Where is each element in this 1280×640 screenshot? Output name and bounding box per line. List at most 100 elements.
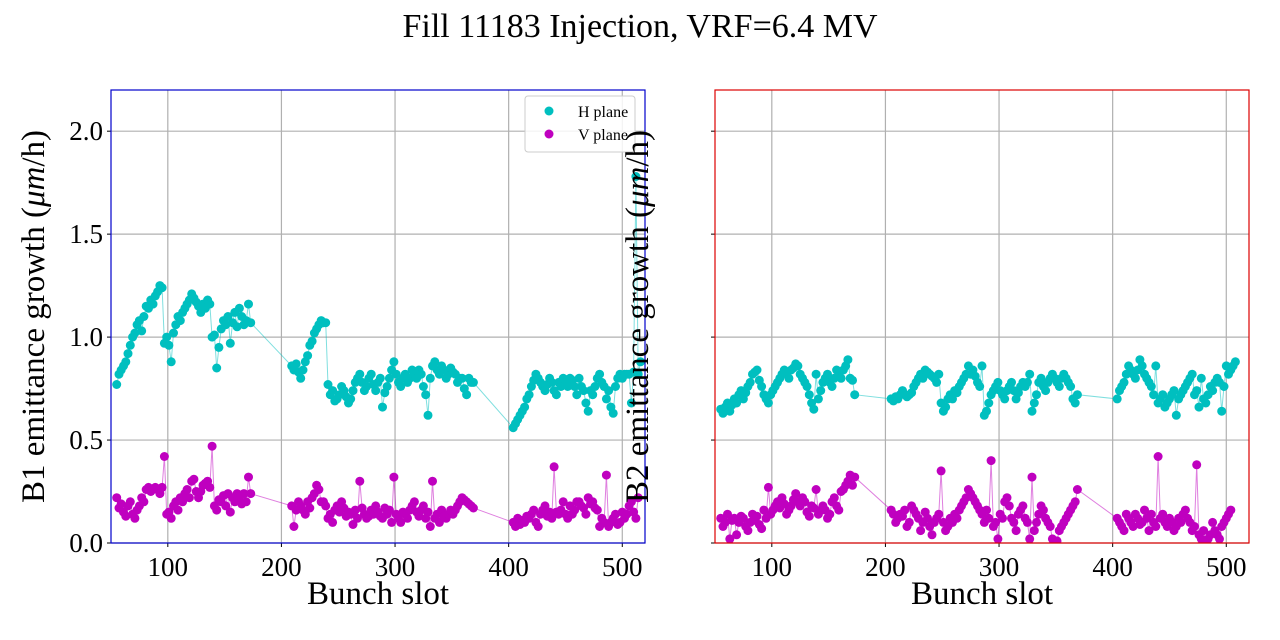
data-point (389, 357, 399, 367)
data-point (1240, 0, 1249, 5)
data-point (811, 485, 821, 494)
data-point (130, 513, 140, 523)
data-point (139, 312, 149, 321)
data-point (1011, 526, 1021, 536)
legend-v-marker (544, 129, 554, 139)
data-point (1226, 505, 1236, 515)
data-point (314, 485, 324, 494)
data-point (934, 509, 944, 519)
legend: H plane V plane (524, 95, 636, 153)
data-point (157, 482, 167, 492)
data-point (346, 394, 356, 404)
data-point (986, 456, 996, 466)
data-point (223, 312, 233, 321)
y-tick-label: 2.0 (69, 116, 103, 146)
data-point (225, 338, 235, 348)
data-point (348, 520, 358, 529)
data-point (1230, 357, 1240, 367)
data-point (289, 522, 299, 531)
data-point (583, 406, 593, 416)
data-point (189, 474, 199, 484)
data-point (396, 382, 406, 391)
b2-points (716, 0, 1249, 543)
data-point (809, 503, 819, 513)
data-point (592, 505, 602, 515)
data-point (1180, 505, 1190, 515)
data-point (298, 365, 308, 375)
data-point (169, 328, 178, 338)
data-point (934, 369, 944, 379)
b1-y-axis-label: B1 emittance growth (μm/h) (16, 130, 52, 503)
data-point (391, 369, 401, 379)
data-point (291, 359, 301, 369)
data-point (993, 534, 1003, 543)
data-point (1018, 501, 1028, 511)
data-point (984, 398, 994, 408)
data-point (604, 386, 614, 396)
data-point (300, 509, 310, 519)
data-point (175, 316, 185, 326)
data-point (384, 373, 394, 383)
data-point (720, 517, 730, 527)
data-point (1072, 390, 1082, 400)
data-point (829, 493, 839, 503)
b2-x-axis-label: Bunch slot (911, 576, 1053, 612)
data-point (636, 0, 645, 5)
data-point (350, 505, 360, 515)
data-point (804, 390, 814, 400)
data-point (384, 505, 394, 515)
data-point (850, 472, 860, 482)
data-point (148, 299, 158, 309)
data-point (816, 386, 826, 396)
x-tick-label: 400 (488, 552, 529, 582)
data-point (779, 499, 789, 509)
data-point (558, 497, 568, 507)
data-point (375, 373, 385, 383)
data-point (813, 394, 823, 404)
data-point (378, 402, 387, 412)
data-point (409, 497, 419, 507)
data-point (423, 410, 433, 420)
data-point (387, 517, 397, 527)
data-point (588, 390, 598, 400)
data-point (212, 505, 222, 515)
data-point (1153, 452, 1163, 461)
data-point (1149, 390, 1159, 400)
data-point (622, 509, 632, 519)
data-point (1029, 526, 1039, 536)
data-point (904, 517, 914, 527)
data-point (207, 441, 217, 451)
data-point (246, 489, 256, 499)
b2-y-axis-label: B2 emittance growth (μm/h) (620, 130, 656, 503)
data-point (827, 382, 837, 391)
data-point (1231, 0, 1240, 5)
data-point (234, 303, 244, 313)
legend-h-marker (544, 106, 554, 116)
data-point (626, 497, 636, 507)
data-point (362, 382, 372, 391)
data-point (1233, 0, 1242, 5)
data-point (520, 402, 530, 412)
data-point (212, 363, 222, 373)
data-point (993, 377, 1003, 387)
b2-grid (715, 90, 1249, 544)
data-point (595, 369, 605, 379)
data-point (1007, 377, 1016, 387)
data-point (1022, 517, 1032, 527)
data-point (757, 524, 767, 534)
data-point (638, 0, 647, 5)
data-point (936, 466, 946, 476)
data-point (579, 386, 589, 396)
data-point (725, 534, 735, 543)
data-point (307, 336, 317, 346)
data-point (1025, 534, 1035, 543)
data-point (366, 369, 376, 379)
data-point (1070, 497, 1080, 507)
data-point (164, 340, 174, 350)
data-point (1201, 398, 1211, 408)
data-point (418, 501, 428, 511)
y-tick-label: 0.0 (69, 528, 103, 558)
x-tick-label: 200 (261, 552, 302, 582)
data-point (834, 505, 844, 515)
data-point (723, 509, 732, 519)
